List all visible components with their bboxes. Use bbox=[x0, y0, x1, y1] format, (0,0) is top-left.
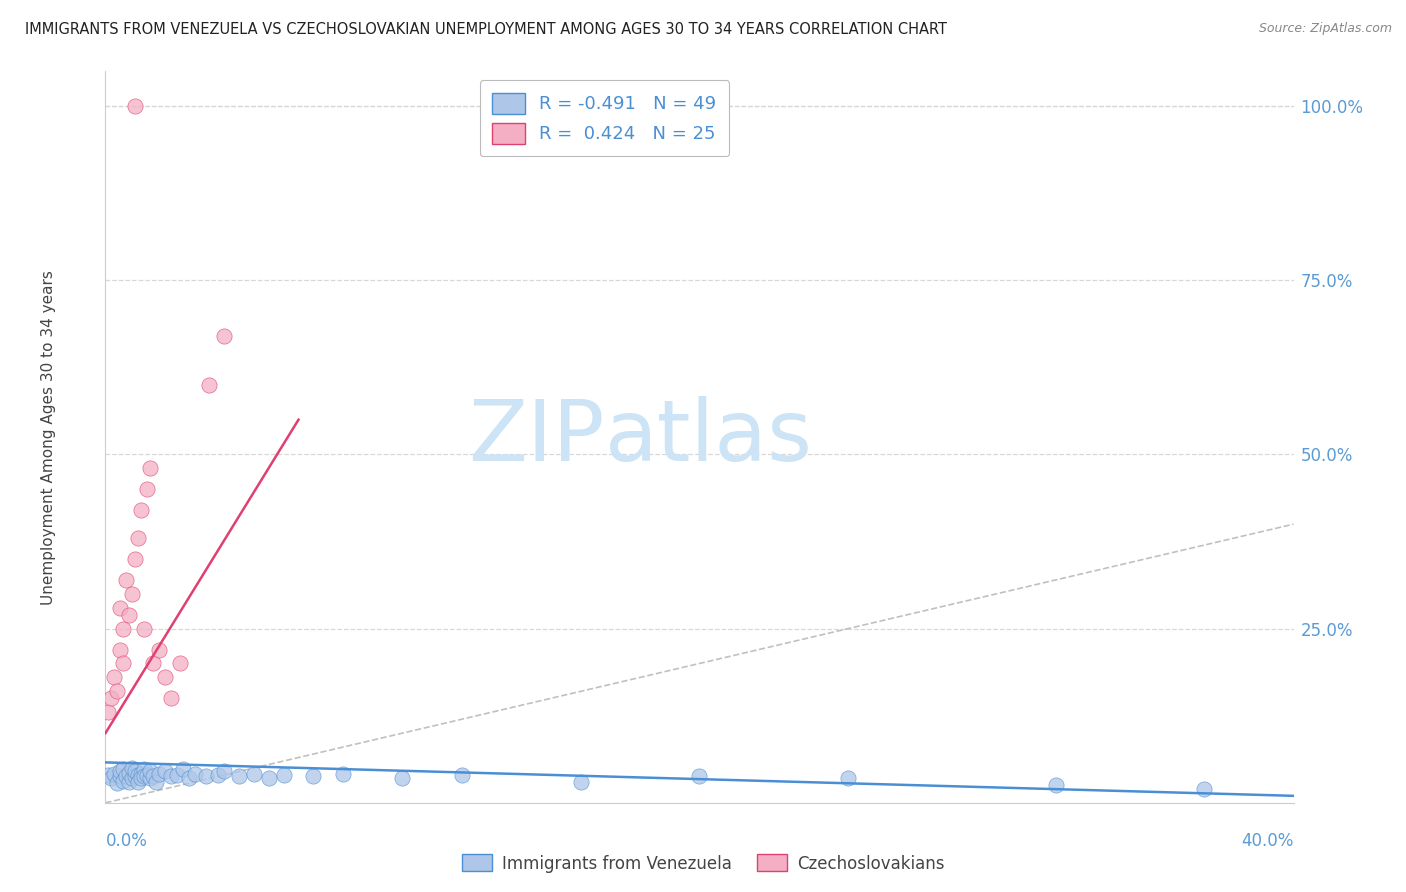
Point bbox=[243, 766, 266, 780]
Point bbox=[148, 642, 170, 657]
Point bbox=[118, 775, 141, 789]
Point bbox=[195, 769, 218, 783]
Point bbox=[153, 764, 176, 779]
Point bbox=[214, 764, 236, 779]
Point bbox=[103, 766, 125, 780]
Point bbox=[124, 764, 146, 779]
Point bbox=[110, 642, 132, 657]
Point bbox=[100, 772, 122, 786]
Point bbox=[121, 761, 143, 775]
Point bbox=[207, 768, 229, 782]
Point bbox=[332, 766, 354, 780]
Point bbox=[105, 684, 128, 698]
Point bbox=[139, 764, 162, 779]
Point bbox=[1194, 781, 1216, 796]
Legend: R = -0.491   N = 49, R =  0.424   N = 25: R = -0.491 N = 49, R = 0.424 N = 25 bbox=[479, 80, 730, 156]
Point bbox=[169, 657, 191, 671]
Text: IMMIGRANTS FROM VENEZUELA VS CZECHOSLOVAKIAN UNEMPLOYMENT AMONG AGES 30 TO 34 YE: IMMIGRANTS FROM VENEZUELA VS CZECHOSLOVA… bbox=[25, 22, 948, 37]
Point bbox=[257, 772, 280, 786]
Point bbox=[118, 607, 141, 622]
Point bbox=[837, 772, 859, 786]
Point bbox=[127, 531, 149, 545]
Point bbox=[129, 772, 152, 786]
Point bbox=[132, 763, 155, 777]
Point bbox=[136, 768, 159, 782]
Point bbox=[97, 705, 120, 719]
Text: 0.0%: 0.0% bbox=[105, 832, 148, 850]
Point bbox=[145, 775, 167, 789]
Point bbox=[110, 764, 132, 779]
Point bbox=[142, 657, 165, 671]
Text: 40.0%: 40.0% bbox=[1241, 832, 1294, 850]
Point bbox=[127, 775, 149, 789]
Point bbox=[127, 768, 149, 782]
Point bbox=[110, 769, 132, 783]
Point bbox=[121, 587, 143, 601]
Point bbox=[142, 769, 165, 783]
Point bbox=[198, 377, 221, 392]
Point bbox=[136, 483, 159, 497]
Point bbox=[689, 769, 711, 783]
Point bbox=[273, 768, 295, 782]
Point bbox=[172, 763, 194, 777]
Point bbox=[139, 772, 162, 786]
Text: atlas: atlas bbox=[605, 395, 813, 479]
Point bbox=[121, 772, 143, 786]
Point bbox=[228, 769, 250, 783]
Point bbox=[97, 768, 120, 782]
Point bbox=[159, 691, 181, 706]
Point bbox=[112, 773, 135, 788]
Point bbox=[450, 768, 472, 782]
Point bbox=[214, 329, 236, 343]
Point bbox=[166, 768, 188, 782]
Point bbox=[302, 769, 325, 783]
Point bbox=[132, 622, 155, 636]
Point bbox=[103, 670, 125, 684]
Point bbox=[148, 766, 170, 780]
Point bbox=[129, 503, 152, 517]
Point bbox=[112, 657, 135, 671]
Point bbox=[1045, 778, 1067, 792]
Point bbox=[124, 99, 146, 113]
Point bbox=[124, 769, 146, 783]
Point bbox=[110, 600, 132, 615]
Point bbox=[153, 670, 176, 684]
Point bbox=[124, 552, 146, 566]
Point bbox=[105, 776, 128, 790]
Point bbox=[118, 765, 141, 780]
Point bbox=[183, 766, 205, 780]
Point bbox=[159, 769, 181, 783]
Point bbox=[132, 769, 155, 783]
Point bbox=[139, 461, 162, 475]
Text: Unemployment Among Ages 30 to 34 years: Unemployment Among Ages 30 to 34 years bbox=[41, 269, 56, 605]
Point bbox=[569, 775, 592, 789]
Point bbox=[129, 766, 152, 780]
Point bbox=[112, 622, 135, 636]
Point bbox=[391, 772, 413, 786]
Text: Source: ZipAtlas.com: Source: ZipAtlas.com bbox=[1258, 22, 1392, 36]
Point bbox=[115, 769, 138, 783]
Point bbox=[100, 691, 122, 706]
Point bbox=[177, 772, 200, 786]
Point bbox=[115, 573, 138, 587]
Legend: Immigrants from Venezuela, Czechoslovakians: Immigrants from Venezuela, Czechoslovaki… bbox=[456, 847, 950, 880]
Text: ZIP: ZIP bbox=[468, 395, 605, 479]
Point bbox=[112, 763, 135, 777]
